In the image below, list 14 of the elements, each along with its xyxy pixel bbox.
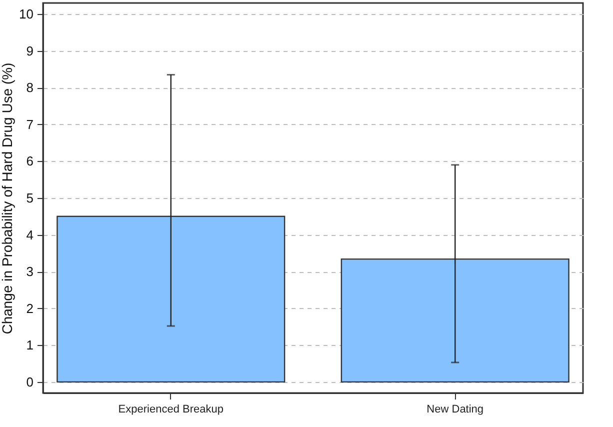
y-tick-label: 0 xyxy=(26,374,34,390)
y-tick-label: 8 xyxy=(26,80,34,96)
y-tick-label: 10 xyxy=(19,6,34,22)
y-tick-label: 2 xyxy=(26,300,34,316)
y-tick-label: 4 xyxy=(26,227,34,242)
y-tick-label: 3 xyxy=(26,264,34,280)
x-tick-label: New Dating xyxy=(426,404,484,416)
y-tick-label: 7 xyxy=(26,116,34,132)
y-tick-label: 6 xyxy=(26,154,34,169)
y-tick-label: 9 xyxy=(26,43,34,58)
x-tick-label: Experienced Breakup xyxy=(118,404,224,416)
y-tick-label: 1 xyxy=(26,338,34,353)
y-axis-title: Change in Probability of Hard Drug Use (%) xyxy=(0,62,16,334)
y-tick-label: 5 xyxy=(26,190,34,206)
